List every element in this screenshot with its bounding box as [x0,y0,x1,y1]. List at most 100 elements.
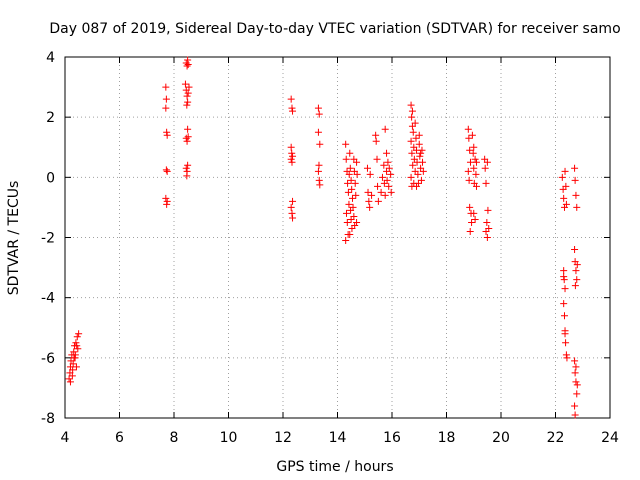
data-point [558,173,566,181]
data-point [287,143,295,151]
data-point [314,104,322,112]
data-point [185,83,193,91]
data-point [417,149,425,157]
data-point [348,185,356,193]
data-point [415,131,423,139]
data-point [464,125,472,133]
data-point [345,200,353,208]
data-point [162,83,170,91]
data-point [465,134,473,142]
data-point [466,146,474,154]
data-point [468,131,476,139]
data-point [366,170,374,178]
data-point [346,149,354,157]
x-tick-label: 6 [115,430,124,446]
data-point [315,176,323,184]
data-point [287,95,295,103]
data-point [407,137,415,145]
data-point [184,61,192,69]
data-point [468,218,476,226]
data-point [163,128,171,136]
data-point [571,164,579,172]
data-point [163,197,171,205]
data-point [409,128,417,136]
data-point [472,158,480,166]
data-point [418,146,426,154]
data-point [342,155,350,163]
y-tick-label: 4 [46,50,55,66]
data-point [346,230,354,238]
data-point [472,170,480,178]
data-point [482,179,490,187]
data-point [573,203,581,211]
data-point [289,214,297,222]
x-tick-label: 14 [329,430,347,446]
y-tick-label: -4 [41,291,55,307]
data-point [485,224,493,232]
data-point [184,133,192,141]
x-tick-label: 22 [547,430,565,446]
data-point [345,170,353,178]
data-point [344,179,352,187]
data-point [407,173,415,181]
data-point [315,161,323,169]
data-point [481,164,489,172]
data-point [342,140,350,148]
data-point [181,80,189,88]
data-point [316,140,324,148]
data-point [560,312,568,320]
x-tick-label: 8 [170,430,179,446]
data-point [470,143,478,151]
data-point [72,339,80,347]
data-point [353,170,361,178]
data-point [573,390,581,398]
data-point [381,191,389,199]
data-point [73,342,81,350]
data-point [288,104,296,112]
data-point [416,152,424,160]
x-tick-label: 16 [383,430,401,446]
data-point [184,89,192,97]
y-tick-label: -8 [41,411,55,427]
data-point [363,164,371,172]
data-point [162,95,170,103]
data-point [353,158,361,166]
data-point [419,158,427,166]
data-point [414,179,422,187]
data-point [368,191,376,199]
data-point [483,158,491,166]
data-point [342,209,350,217]
data-point [182,164,190,172]
data-point [412,134,420,142]
data-point [162,104,170,112]
data-point [466,203,474,211]
data-point [183,172,191,180]
data-point [373,155,381,163]
data-point [383,149,391,157]
data-point [72,363,80,371]
data-point [470,209,478,217]
data-point [75,330,83,338]
data-point [288,158,296,166]
data-point [385,164,393,172]
x-tick-label: 20 [492,430,510,446]
data-point [384,158,392,166]
data-point [372,137,380,145]
data-point [560,273,568,281]
data-point [381,125,389,133]
data-point [465,176,473,184]
data-point [287,203,295,211]
x-tick-label: 10 [220,430,238,446]
data-point [407,101,415,109]
data-point [561,285,569,293]
y-tick-label: 2 [46,110,55,126]
data-point [183,101,191,109]
data-point [409,161,417,169]
data-point [346,164,354,172]
data-point [287,155,295,163]
data-point [315,110,323,118]
data-point [184,56,192,64]
data-point [289,152,297,160]
data-point [70,354,78,362]
